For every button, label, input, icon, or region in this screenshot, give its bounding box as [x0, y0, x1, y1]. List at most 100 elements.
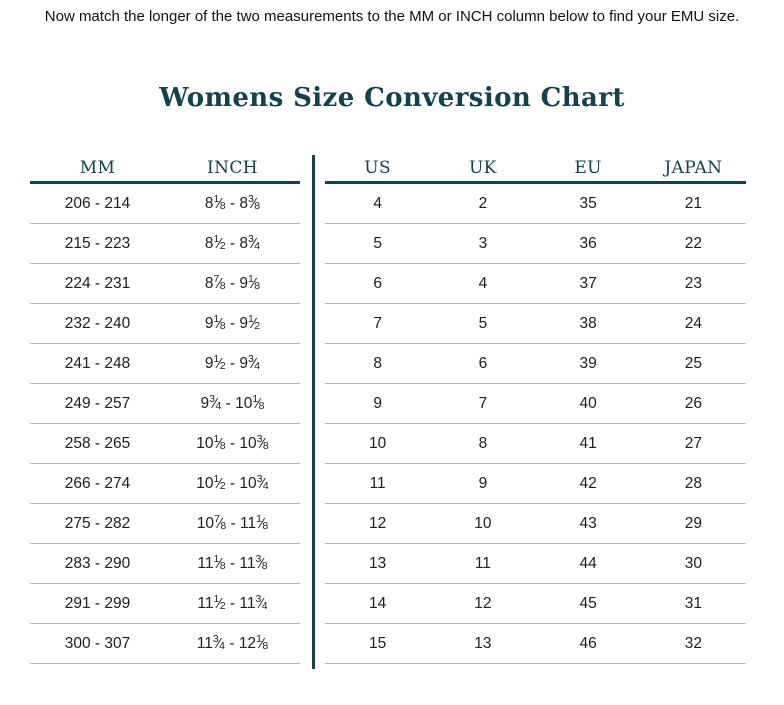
measurement-table: MM INCH 206 - 214 81⁄8 - 83⁄8 215 - 223 81⁄…	[30, 154, 300, 664]
mm-cell: 300 - 307	[30, 623, 165, 664]
column-header-us: US	[325, 154, 431, 184]
table-row: 5 3 36 22	[325, 223, 746, 264]
eu-cell: 42	[535, 463, 641, 504]
table-row: 241 - 248 91⁄2 - 93⁄4	[30, 343, 300, 384]
mm-cell: 283 - 290	[30, 543, 165, 584]
fraction: 1⁄8	[256, 633, 269, 652]
column-header-inch: INCH	[165, 154, 300, 184]
inch-cell: 111⁄8 - 113⁄8	[165, 543, 300, 584]
mm-cell: 224 - 231	[30, 263, 165, 304]
table-row: 206 - 214 81⁄8 - 83⁄8	[30, 182, 300, 224]
table-row: 14 12 45 31	[325, 583, 746, 624]
column-header-eu: EU	[535, 154, 641, 184]
column-header-uk: UK	[430, 154, 536, 184]
japan-cell: 30	[640, 543, 746, 584]
uk-cell: 4	[430, 263, 536, 304]
uk-cell: 7	[430, 383, 536, 424]
uk-cell: 2	[430, 182, 536, 224]
column-header-japan: JAPAN	[640, 154, 746, 184]
inch-cell: 81⁄8 - 83⁄8	[165, 182, 300, 224]
table-row: 249 - 257 93⁄4 - 101⁄8	[30, 383, 300, 424]
mm-cell: 275 - 282	[30, 503, 165, 544]
intro-text: Now match the longer of the two measurem…	[44, 8, 740, 25]
mm-cell: 215 - 223	[30, 223, 165, 264]
table-row: 258 - 265 101⁄8 - 103⁄8	[30, 423, 300, 464]
inch-cell: 87⁄8 - 91⁄8	[165, 263, 300, 304]
fraction: 3⁄4	[248, 353, 261, 372]
eu-cell: 39	[535, 343, 641, 384]
mm-cell: 266 - 274	[30, 463, 165, 504]
page-title: Womens Size Conversion Chart	[159, 83, 625, 113]
table-row: 300 - 307 113⁄4 - 121⁄8	[30, 623, 300, 664]
international-size-table: US UK EU JAPAN 4 2 35 21 5 3 36 22 6 4 37 23 7 5 38 24 8…	[325, 154, 746, 664]
table-row: 232 - 240 91⁄8 - 91⁄2	[30, 303, 300, 344]
fraction: 7⁄8	[213, 273, 226, 292]
header-row: US UK EU JAPAN	[325, 154, 746, 184]
uk-cell: 11	[430, 543, 536, 584]
table-row: 283 - 290 111⁄8 - 113⁄8	[30, 543, 300, 584]
uk-cell: 3	[430, 223, 536, 264]
eu-cell: 38	[535, 303, 641, 344]
eu-cell: 35	[535, 182, 641, 224]
eu-cell: 40	[535, 383, 641, 424]
us-cell: 9	[325, 383, 431, 424]
japan-cell: 32	[640, 623, 746, 664]
japan-cell: 29	[640, 503, 746, 544]
table-row: 266 - 274 101⁄2 - 103⁄4	[30, 463, 300, 504]
mm-cell: 249 - 257	[30, 383, 165, 424]
us-cell: 13	[325, 543, 431, 584]
fraction: 1⁄8	[213, 433, 226, 452]
mm-cell: 232 - 240	[30, 303, 165, 344]
eu-cell: 36	[535, 223, 641, 264]
header-row: MM INCH	[30, 154, 300, 184]
fraction: 3⁄4	[209, 393, 222, 412]
fraction: 3⁄8	[248, 193, 261, 212]
japan-cell: 28	[640, 463, 746, 504]
us-cell: 10	[325, 423, 431, 464]
us-cell: 4	[325, 182, 431, 224]
us-cell: 8	[325, 343, 431, 384]
mm-cell: 258 - 265	[30, 423, 165, 464]
japan-cell: 23	[640, 263, 746, 304]
fraction: 1⁄2	[248, 313, 261, 332]
inch-cell: 107⁄8 - 111⁄8	[165, 503, 300, 544]
fraction: 3⁄8	[255, 553, 268, 572]
eu-cell: 46	[535, 623, 641, 664]
uk-cell: 6	[430, 343, 536, 384]
inch-cell: 111⁄2 - 113⁄4	[165, 583, 300, 624]
fraction: 1⁄8	[256, 513, 269, 532]
fraction: 1⁄8	[213, 193, 226, 212]
size-conversion-chart: MM INCH 206 - 214 81⁄8 - 83⁄8 215 - 223 81⁄…	[0, 154, 784, 674]
fraction: 3⁄8	[256, 433, 269, 452]
inch-cell: 91⁄8 - 91⁄2	[165, 303, 300, 344]
japan-cell: 26	[640, 383, 746, 424]
fraction: 1⁄8	[252, 393, 265, 412]
table-row: 12 10 43 29	[325, 503, 746, 544]
eu-cell: 45	[535, 583, 641, 624]
us-cell: 7	[325, 303, 431, 344]
inch-cell: 81⁄2 - 83⁄4	[165, 223, 300, 264]
fraction: 1⁄2	[213, 233, 226, 252]
table-row: 13 11 44 30	[325, 543, 746, 584]
mm-cell: 291 - 299	[30, 583, 165, 624]
table-row: 6 4 37 23	[325, 263, 746, 304]
fraction: 1⁄2	[213, 593, 226, 612]
fraction: 1⁄8	[213, 553, 226, 572]
inch-cell: 113⁄4 - 121⁄8	[165, 623, 300, 664]
uk-cell: 8	[430, 423, 536, 464]
table-row: 15 13 46 32	[325, 623, 746, 664]
eu-cell: 44	[535, 543, 641, 584]
japan-cell: 21	[640, 182, 746, 224]
eu-cell: 43	[535, 503, 641, 544]
table-row: 224 - 231 87⁄8 - 91⁄8	[30, 263, 300, 304]
japan-cell: 24	[640, 303, 746, 344]
fraction: 1⁄8	[213, 313, 226, 332]
uk-cell: 5	[430, 303, 536, 344]
mm-cell: 241 - 248	[30, 343, 165, 384]
table-row: 11 9 42 28	[325, 463, 746, 504]
us-cell: 14	[325, 583, 431, 624]
eu-cell: 41	[535, 423, 641, 464]
inch-cell: 93⁄4 - 101⁄8	[165, 383, 300, 424]
fraction: 7⁄8	[214, 513, 227, 532]
uk-cell: 9	[430, 463, 536, 504]
